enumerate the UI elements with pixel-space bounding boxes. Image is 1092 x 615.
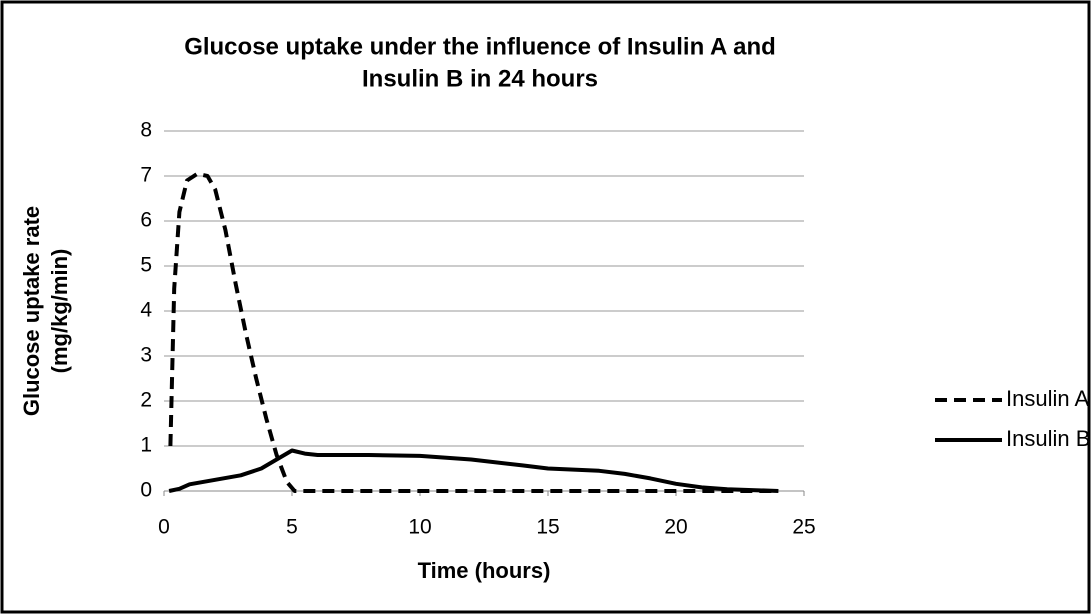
x-tick-label: 20 xyxy=(664,516,687,539)
x-axis-title: Time (hours) xyxy=(418,558,551,583)
x-tick-label: 10 xyxy=(408,516,431,539)
y-tick-label: 5 xyxy=(140,254,152,277)
chart-title: Insulin B in 24 hours xyxy=(362,65,598,92)
line-series xyxy=(168,171,779,493)
x-tick-label: 0 xyxy=(158,516,170,539)
legend-label: Insulin B xyxy=(1006,426,1090,451)
y-tick-label: 0 xyxy=(140,479,152,502)
y-tick-label: 4 xyxy=(140,299,152,322)
x-tick-label: 25 xyxy=(792,516,815,539)
line-series xyxy=(168,448,779,493)
legend-label: Insulin A xyxy=(1006,386,1089,411)
y-tick-label: 7 xyxy=(140,164,152,187)
y-axis-title: (mg/kg/min) xyxy=(47,249,72,374)
y-tick-label: 6 xyxy=(140,209,152,232)
y-axis-title: Glucose uptake rate xyxy=(19,206,44,416)
y-tick-label: 2 xyxy=(140,389,152,412)
chart-title: Glucose uptake under the influence of In… xyxy=(184,33,776,60)
y-tick-label: 1 xyxy=(140,434,152,457)
y-tick-label: 3 xyxy=(140,344,152,367)
x-tick-label: 5 xyxy=(286,516,298,539)
y-tick-label: 8 xyxy=(140,119,152,142)
x-tick-label: 15 xyxy=(536,516,559,539)
